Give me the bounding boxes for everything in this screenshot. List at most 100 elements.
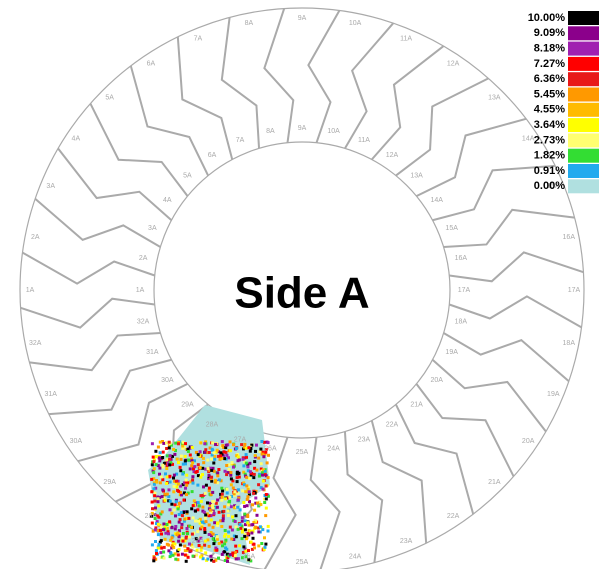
- speckle: [177, 547, 181, 551]
- speckle: [213, 455, 217, 458]
- speckle: [242, 483, 246, 487]
- speckle: [174, 514, 177, 518]
- speckle: [263, 469, 267, 473]
- speckle: [233, 520, 237, 523]
- speckle: [215, 448, 219, 452]
- speckle: [208, 466, 212, 470]
- speckle: [153, 499, 157, 503]
- speckle: [238, 544, 242, 548]
- speckle: [153, 517, 157, 520]
- speckle: [168, 523, 172, 527]
- speckle: [168, 499, 172, 503]
- speckle: [232, 443, 235, 447]
- speckle: [150, 521, 154, 525]
- speckle: [222, 509, 226, 513]
- speckle: [153, 528, 157, 532]
- speckle: [162, 522, 166, 526]
- speckle: [190, 459, 194, 463]
- speckle: [231, 553, 235, 557]
- speckle: [201, 520, 204, 524]
- speckle: [246, 463, 250, 467]
- inner-slot-label: 29A: [181, 401, 194, 408]
- speckle: [248, 477, 252, 480]
- outer-slot-label: 6A: [147, 61, 156, 68]
- speckle: [183, 549, 187, 553]
- speckle: [156, 464, 160, 468]
- inner-slot-label: 17A: [458, 287, 471, 294]
- speckle: [216, 471, 220, 475]
- speckle: [165, 447, 169, 450]
- slot-divider: [48, 358, 172, 416]
- speckle: [154, 449, 158, 453]
- speckle: [262, 440, 266, 444]
- speckle: [152, 559, 156, 563]
- speckle: [151, 507, 154, 511]
- speckle: [214, 501, 218, 505]
- speckle: [247, 492, 251, 496]
- speckle: [259, 486, 263, 490]
- speckle: [158, 459, 162, 463]
- speckle: [186, 491, 190, 495]
- speckle: [243, 519, 247, 523]
- speckle: [173, 552, 177, 556]
- speckle: [178, 543, 182, 547]
- speckle: [203, 539, 207, 543]
- speckle: [215, 548, 219, 552]
- speckle: [261, 479, 265, 483]
- speckle: [210, 558, 214, 562]
- speckle: [196, 463, 200, 467]
- speckle: [188, 524, 192, 528]
- speckle: [181, 472, 185, 476]
- speckle: [232, 465, 235, 469]
- speckle: [186, 450, 190, 453]
- speckle: [175, 533, 179, 537]
- speckle: [178, 532, 181, 536]
- speckle: [156, 533, 160, 537]
- speckle: [201, 493, 205, 497]
- speckle: [244, 549, 248, 553]
- speckle: [214, 546, 218, 550]
- speckle: [264, 484, 268, 488]
- slot-divider: [344, 22, 394, 149]
- speckle: [252, 520, 256, 524]
- speckle: [179, 469, 183, 473]
- speckle: [233, 490, 237, 494]
- speckle: [208, 468, 212, 472]
- speckle: [219, 454, 223, 458]
- speckle: [177, 529, 181, 533]
- speckle: [204, 467, 208, 471]
- speckle: [226, 559, 229, 563]
- speckle: [215, 481, 219, 485]
- speckle: [174, 525, 178, 528]
- speckle: [165, 467, 169, 470]
- speckle: [229, 483, 233, 487]
- speckle: [198, 474, 202, 478]
- inner-slot-label: 19A: [445, 349, 458, 356]
- speckle: [243, 528, 247, 532]
- speckle: [244, 490, 248, 494]
- speckle: [167, 446, 171, 450]
- speckle: [234, 525, 238, 529]
- speckle: [248, 529, 252, 533]
- speckle: [192, 470, 196, 474]
- speckle: [198, 521, 202, 525]
- inner-slot-label: 18A: [455, 318, 468, 325]
- speckle: [174, 449, 177, 452]
- speckle: [216, 474, 220, 478]
- speckle: [155, 552, 158, 555]
- speckle: [232, 538, 236, 541]
- speckle: [161, 463, 165, 467]
- speckle: [203, 516, 207, 520]
- speckle: [158, 466, 162, 470]
- speckle: [233, 551, 237, 555]
- speckle: [183, 445, 186, 449]
- speckle: [223, 505, 227, 509]
- inner-ring: [153, 141, 451, 439]
- speckle: [211, 466, 215, 470]
- speckle: [181, 483, 185, 487]
- speckle: [153, 491, 157, 495]
- speckle: [261, 487, 265, 491]
- speckle: [236, 491, 240, 495]
- speckle: [223, 542, 227, 546]
- speckle: [168, 508, 172, 512]
